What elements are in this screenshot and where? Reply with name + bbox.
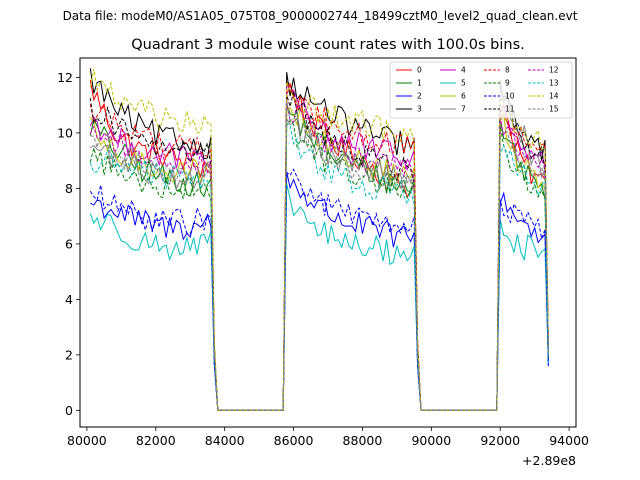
legend-frame xyxy=(389,61,573,119)
legend-label: 10 xyxy=(505,92,515,101)
x-tick-label: 92000 xyxy=(480,433,520,448)
legend-label: 2 xyxy=(417,92,422,101)
y-tick-label: 0 xyxy=(65,403,73,418)
legend-label: 0 xyxy=(417,66,422,75)
legend-label: 4 xyxy=(461,66,466,75)
y-tick-label: 4 xyxy=(65,292,73,307)
chart-title: Quadrant 3 module wise count rates with … xyxy=(131,37,525,53)
x-offset-label: +2.89e8 xyxy=(522,453,576,468)
legend-label: 3 xyxy=(417,105,422,114)
plot-area xyxy=(79,57,577,428)
legend-label: 15 xyxy=(549,105,559,114)
series-line-15 xyxy=(90,101,549,411)
x-axis: 80000 82000 84000 86000 88000 90000 92000 94000 xyxy=(67,427,589,448)
legend-label: 9 xyxy=(505,79,510,88)
x-tick-label: 88000 xyxy=(343,433,383,448)
series-layer xyxy=(89,68,549,411)
legend-label: 7 xyxy=(461,105,466,114)
legend-label: 5 xyxy=(461,79,466,88)
legend-label: 6 xyxy=(461,92,466,101)
x-tick-label: 80000 xyxy=(67,433,107,448)
x-tick-label: 84000 xyxy=(205,433,245,448)
y-tick-label: 6 xyxy=(65,236,73,251)
x-tick-label: 94000 xyxy=(549,433,589,448)
y-tick-label: 10 xyxy=(57,125,73,140)
y-tick-label: 8 xyxy=(65,181,73,196)
legend-label: 14 xyxy=(549,92,559,101)
legend-label: 12 xyxy=(549,66,559,75)
suptitle: Data file: modeM0/AS1A05_075T08_90000027… xyxy=(63,9,578,23)
legend-label: 13 xyxy=(549,79,559,88)
y-tick-label: 12 xyxy=(57,70,73,85)
x-tick-label: 90000 xyxy=(411,433,451,448)
legend-label: 11 xyxy=(505,105,515,114)
y-axis: 0 2 4 6 8 10 12 xyxy=(57,70,80,418)
y-tick-label: 2 xyxy=(65,347,73,362)
x-tick-label: 82000 xyxy=(136,433,176,448)
legend-label: 1 xyxy=(417,79,422,88)
axes-frame xyxy=(79,57,577,428)
legend-label: 8 xyxy=(505,66,510,75)
series-line-14 xyxy=(89,68,549,411)
x-tick-label: 86000 xyxy=(274,433,314,448)
